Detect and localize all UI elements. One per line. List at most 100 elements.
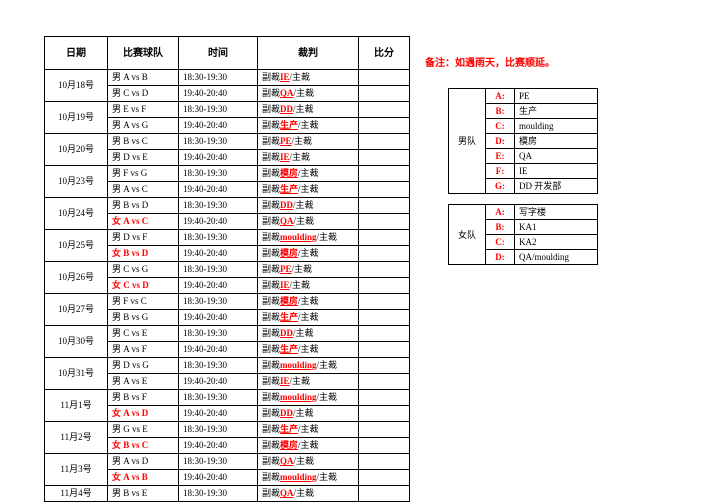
time-cell: 19:40-20:40 — [179, 310, 258, 326]
time-cell: 19:40-20:40 — [179, 278, 258, 294]
team-cell: 男 A vs B — [108, 70, 179, 86]
time-cell: 18:30-19:30 — [179, 422, 258, 438]
side-value: 生产 — [515, 104, 598, 119]
score-cell — [359, 86, 410, 102]
team-cell: 男 B vs C — [108, 134, 179, 150]
team-cell: 男 C vs E — [108, 326, 179, 342]
time-cell: 19:40-20:40 — [179, 86, 258, 102]
referee-cell: 副裁PE/主裁 — [258, 134, 359, 150]
referee-cell: 副裁QA/主裁 — [258, 486, 359, 502]
team-cell: 男 A vs G — [108, 118, 179, 134]
referee-cell: 副裁模房/主裁 — [258, 438, 359, 454]
score-cell — [359, 230, 410, 246]
date-cell: 11月1号 — [45, 390, 108, 422]
score-cell — [359, 310, 410, 326]
referee-cell: 副裁QA/主裁 — [258, 214, 359, 230]
referee-cell: 副裁DD/主裁 — [258, 326, 359, 342]
side-code: C: — [486, 119, 515, 134]
male-team-table: 男队A:PEB:生产C:mouldingD:模房E:QAF:IEG:DD 开发部 — [448, 88, 598, 194]
time-cell: 18:30-19:30 — [179, 70, 258, 86]
team-cell: 男 D vs G — [108, 358, 179, 374]
header-time: 时间 — [179, 37, 258, 70]
score-cell — [359, 454, 410, 470]
date-cell: 11月4号 — [45, 486, 108, 502]
time-cell: 19:40-20:40 — [179, 214, 258, 230]
team-cell: 女 A vs D — [108, 406, 179, 422]
score-cell — [359, 166, 410, 182]
referee-cell: 副裁moulding/主裁 — [258, 390, 359, 406]
team-cell: 男 F vs G — [108, 166, 179, 182]
side-code: D: — [486, 134, 515, 149]
team-cell: 女 B vs C — [108, 438, 179, 454]
team-cell: 男 B vs G — [108, 310, 179, 326]
time-cell: 18:30-19:30 — [179, 262, 258, 278]
header-teams: 比赛球队 — [108, 37, 179, 70]
team-cell: 女 C vs D — [108, 278, 179, 294]
referee-cell: 副裁生产/主裁 — [258, 422, 359, 438]
side-value: moulding — [515, 119, 598, 134]
referee-cell: 副裁DD/主裁 — [258, 102, 359, 118]
score-cell — [359, 182, 410, 198]
referee-cell: 副裁IE/主裁 — [258, 70, 359, 86]
side-code: C: — [486, 235, 515, 250]
referee-cell: 副裁模房/主裁 — [258, 246, 359, 262]
referee-cell: 副裁生产/主裁 — [258, 342, 359, 358]
side-code: E: — [486, 149, 515, 164]
referee-cell: 副裁IE/主裁 — [258, 150, 359, 166]
header-score: 比分 — [359, 37, 410, 70]
time-cell: 18:30-19:30 — [179, 390, 258, 406]
time-cell: 18:30-19:30 — [179, 198, 258, 214]
score-cell — [359, 294, 410, 310]
referee-cell: 副裁IE/主裁 — [258, 374, 359, 390]
date-cell: 10月25号 — [45, 230, 108, 262]
date-cell: 10月23号 — [45, 166, 108, 198]
side-value: DD 开发部 — [515, 179, 598, 194]
date-cell: 10月18号 — [45, 70, 108, 102]
side-code: F: — [486, 164, 515, 179]
team-cell: 男 A vs C — [108, 182, 179, 198]
score-cell — [359, 246, 410, 262]
side-code: B: — [486, 220, 515, 235]
score-cell — [359, 118, 410, 134]
score-cell — [359, 422, 410, 438]
side-code: D: — [486, 250, 515, 265]
side-value: KA2 — [515, 235, 598, 250]
date-cell: 10月30号 — [45, 326, 108, 358]
team-cell: 男 D vs E — [108, 150, 179, 166]
referee-cell: 副裁IE/主裁 — [258, 278, 359, 294]
referee-cell: 副裁生产/主裁 — [258, 310, 359, 326]
side-value: QA — [515, 149, 598, 164]
side-code: B: — [486, 104, 515, 119]
referee-cell: 副裁QA/主裁 — [258, 86, 359, 102]
date-cell: 11月3号 — [45, 454, 108, 486]
date-cell: 11月2号 — [45, 422, 108, 454]
score-cell — [359, 326, 410, 342]
referee-cell: 副裁moulding/主裁 — [258, 358, 359, 374]
side-label: 女队 — [449, 205, 486, 265]
female-team-table: 女队A:写字楼B:KA1C:KA2D:QA/moulding — [448, 204, 598, 265]
team-cell: 男 A vs E — [108, 374, 179, 390]
date-cell: 10月19号 — [45, 102, 108, 134]
side-value: 模房 — [515, 134, 598, 149]
time-cell: 18:30-19:30 — [179, 486, 258, 502]
score-cell — [359, 262, 410, 278]
side-value: PE — [515, 89, 598, 104]
score-cell — [359, 374, 410, 390]
team-cell: 男 B vs F — [108, 390, 179, 406]
referee-cell: 副裁DD/主裁 — [258, 406, 359, 422]
time-cell: 18:30-19:30 — [179, 358, 258, 374]
time-cell: 19:40-20:40 — [179, 118, 258, 134]
time-cell: 18:30-19:30 — [179, 230, 258, 246]
time-cell: 19:40-20:40 — [179, 406, 258, 422]
referee-cell: 副裁QA/主裁 — [258, 454, 359, 470]
date-cell: 10月26号 — [45, 262, 108, 294]
time-cell: 19:40-20:40 — [179, 150, 258, 166]
side-code: A: — [486, 205, 515, 220]
referee-cell: 副裁生产/主裁 — [258, 182, 359, 198]
side-value: 写字楼 — [515, 205, 598, 220]
side-value: KA1 — [515, 220, 598, 235]
score-cell — [359, 390, 410, 406]
score-cell — [359, 438, 410, 454]
header-referee: 裁判 — [258, 37, 359, 70]
score-cell — [359, 214, 410, 230]
